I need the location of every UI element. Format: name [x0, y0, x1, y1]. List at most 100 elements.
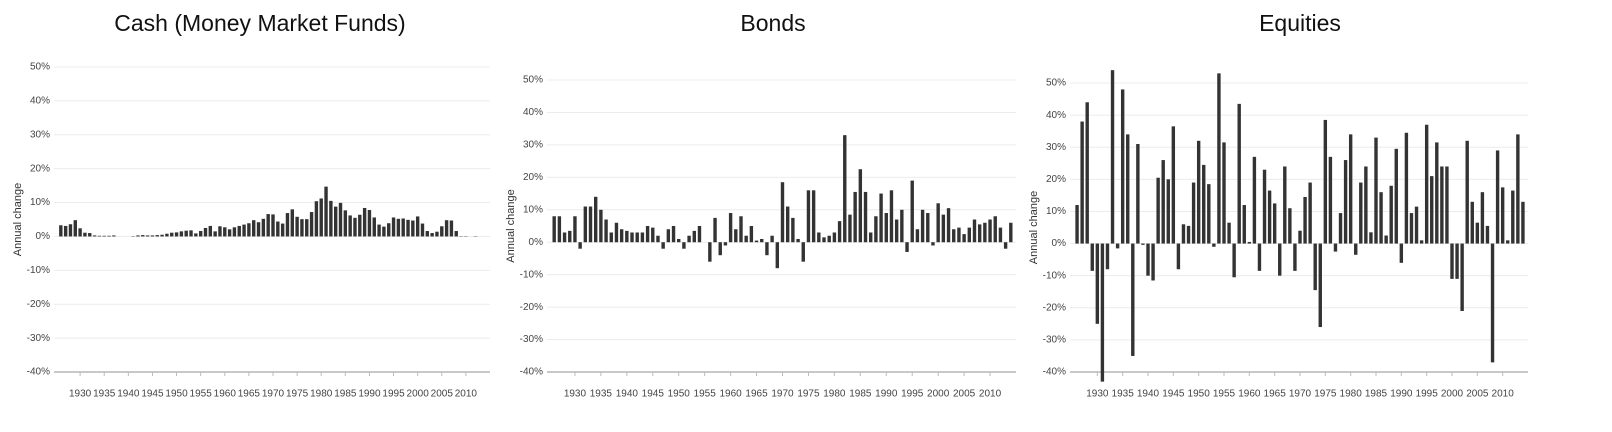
- bar: [988, 219, 992, 243]
- bar: [174, 232, 179, 237]
- y-tick-label: -20%: [1043, 302, 1066, 313]
- bar: [440, 226, 444, 237]
- bar: [329, 200, 333, 237]
- bar: [367, 210, 372, 237]
- bar: [578, 242, 582, 249]
- bar: [962, 234, 966, 243]
- bar: [136, 235, 140, 237]
- x-tick-label: 1950: [668, 389, 691, 400]
- bar: [170, 232, 174, 237]
- bar: [1267, 190, 1272, 244]
- bar: [573, 216, 577, 243]
- x-tick-label: 1995: [1416, 389, 1439, 400]
- bar: [377, 224, 381, 237]
- bar: [1521, 201, 1525, 244]
- bar: [1105, 243, 1110, 270]
- bar: [83, 232, 87, 237]
- bar: [894, 219, 899, 243]
- bar: [179, 231, 184, 237]
- bar: [770, 235, 774, 243]
- chart-title: Equities: [1259, 10, 1341, 36]
- bar: [1283, 166, 1287, 244]
- bar: [993, 216, 997, 243]
- bar: [1404, 132, 1409, 244]
- y-axis-label: Annual change: [1028, 191, 1040, 264]
- x-tick-label: 2010: [455, 389, 478, 400]
- bar: [305, 219, 309, 237]
- bar: [1445, 166, 1449, 244]
- x-tick-label: 1995: [901, 389, 924, 400]
- chart-title: Bonds: [740, 10, 805, 36]
- bar: [165, 233, 169, 237]
- bar: [661, 242, 665, 249]
- bar: [1217, 73, 1221, 244]
- bar: [396, 218, 401, 237]
- bar: [348, 215, 352, 237]
- bar: [324, 186, 328, 237]
- bar: [338, 202, 343, 237]
- bar: [280, 223, 285, 237]
- bar: [1242, 205, 1246, 244]
- bar: [713, 217, 717, 243]
- bar: [1389, 185, 1393, 244]
- bar: [1298, 230, 1302, 244]
- bar: [682, 242, 686, 249]
- x-tick-label: 1980: [310, 389, 333, 400]
- y-tick-label: 50%: [523, 75, 543, 86]
- bar: [957, 227, 961, 243]
- bar: [983, 222, 987, 243]
- x-tick-label: 1975: [1314, 389, 1337, 400]
- bar: [1090, 243, 1094, 271]
- y-tick-label: 0%: [1052, 238, 1067, 249]
- y-axis-label: Annual change: [12, 183, 24, 256]
- bar: [88, 233, 92, 237]
- bar: [194, 233, 198, 237]
- bar: [112, 235, 116, 237]
- bar: [817, 232, 821, 243]
- bar: [415, 216, 420, 237]
- bar: [425, 231, 430, 237]
- x-tick-label: 1940: [1137, 389, 1160, 400]
- bar: [1414, 206, 1419, 244]
- bar: [775, 242, 780, 269]
- y-tick-label: -30%: [520, 334, 543, 345]
- bar: [309, 212, 314, 237]
- bar: [946, 208, 951, 243]
- x-tick-label: 1960: [214, 389, 237, 400]
- bar: [1440, 166, 1444, 244]
- x-tick-label: 1985: [334, 389, 357, 400]
- bar: [879, 193, 883, 243]
- bar: [1257, 243, 1262, 271]
- bar: [1511, 190, 1515, 244]
- bar: [791, 217, 795, 243]
- bar: [614, 222, 619, 243]
- bar: [645, 226, 650, 243]
- bar: [1115, 243, 1120, 249]
- bar: [1328, 156, 1333, 244]
- bar: [1409, 213, 1414, 244]
- bar: [252, 220, 256, 237]
- bar: [827, 235, 831, 243]
- x-tick-label: 1990: [875, 389, 898, 400]
- y-tick-label: 20%: [1046, 174, 1066, 185]
- bar: [811, 190, 816, 243]
- bar: [1003, 242, 1008, 249]
- bar: [640, 232, 645, 243]
- bar: [734, 229, 738, 243]
- bar: [401, 218, 405, 237]
- x-tick-label: 2000: [927, 389, 950, 400]
- bar: [1227, 222, 1231, 244]
- bar: [858, 169, 863, 243]
- bar: [237, 225, 241, 237]
- bar: [1399, 243, 1404, 263]
- bar: [848, 214, 852, 243]
- bar: [430, 233, 434, 237]
- bar: [1262, 169, 1267, 244]
- x-tick-label: 2005: [953, 389, 976, 400]
- y-tick-label: 20%: [30, 163, 50, 174]
- bar: [1080, 121, 1084, 244]
- bar: [1126, 134, 1130, 244]
- bar: [562, 232, 567, 243]
- bar: [68, 224, 73, 237]
- bar: [822, 237, 826, 243]
